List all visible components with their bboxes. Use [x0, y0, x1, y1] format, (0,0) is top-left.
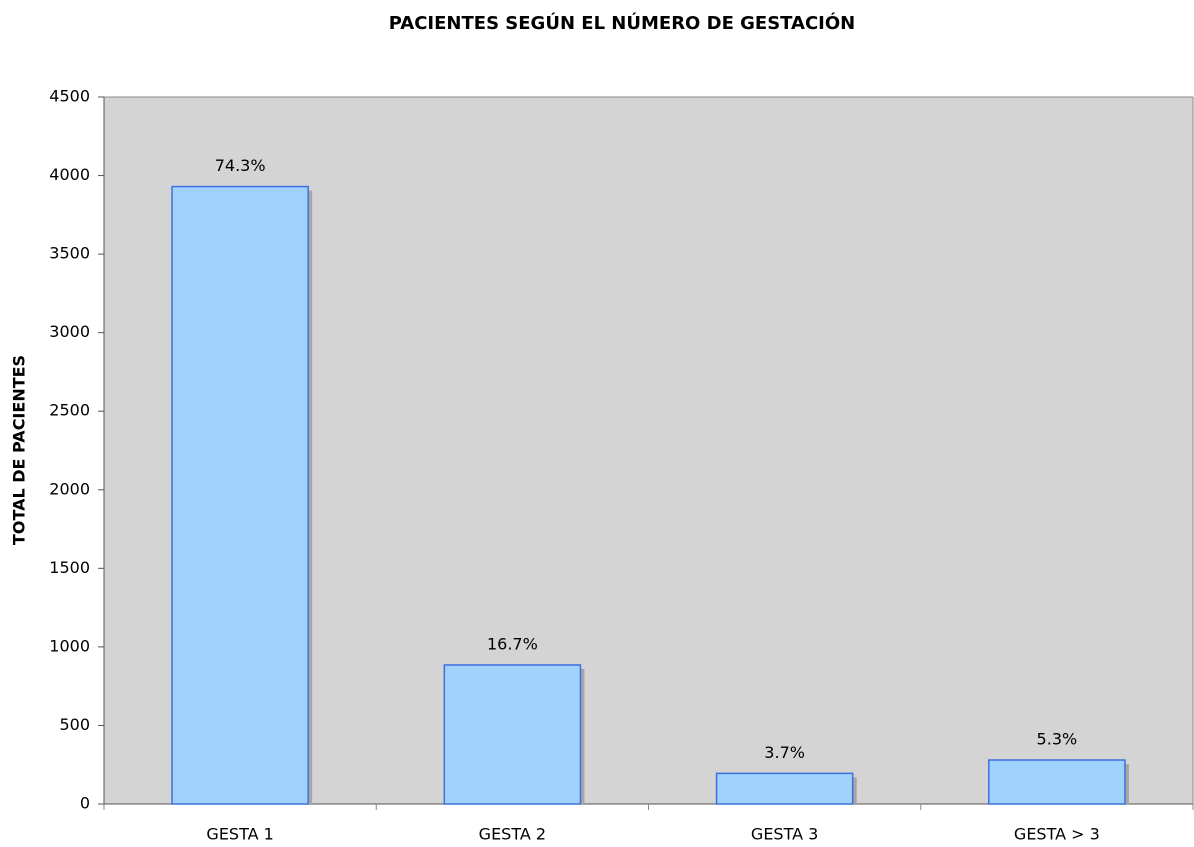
bar — [443, 664, 582, 805]
bar-label: 5.3% — [1037, 730, 1078, 749]
y-tick-label: 500 — [59, 715, 90, 734]
bar — [988, 759, 1126, 805]
x-tick-label: GESTA 3 — [751, 825, 818, 844]
y-tick-label: 3500 — [49, 244, 90, 263]
y-tick-label: 0 — [80, 794, 90, 813]
bar-label: 74.3% — [215, 156, 266, 175]
bar — [171, 185, 309, 805]
bar-label: 3.7% — [764, 743, 805, 762]
y-tick-label: 4500 — [49, 87, 90, 106]
x-tick-label: GESTA 2 — [479, 825, 546, 844]
y-axis-label: TOTAL DE PACIENTES — [10, 355, 29, 545]
y-tick-label: 4000 — [49, 165, 90, 184]
bar — [715, 772, 854, 805]
chart-title: PACIENTES SEGÚN EL NÚMERO DE GESTACIÓN — [389, 12, 856, 34]
y-tick-label: 1500 — [49, 558, 90, 577]
x-tick-label: GESTA 1 — [206, 825, 273, 844]
y-tick-label: 1000 — [49, 636, 90, 655]
y-tick-label: 3000 — [49, 322, 90, 341]
bar-label: 16.7% — [487, 634, 538, 653]
y-tick-label: 2000 — [49, 479, 90, 498]
y-tick-label: 2500 — [49, 401, 90, 420]
x-tick-label: GESTA > 3 — [1014, 825, 1100, 844]
